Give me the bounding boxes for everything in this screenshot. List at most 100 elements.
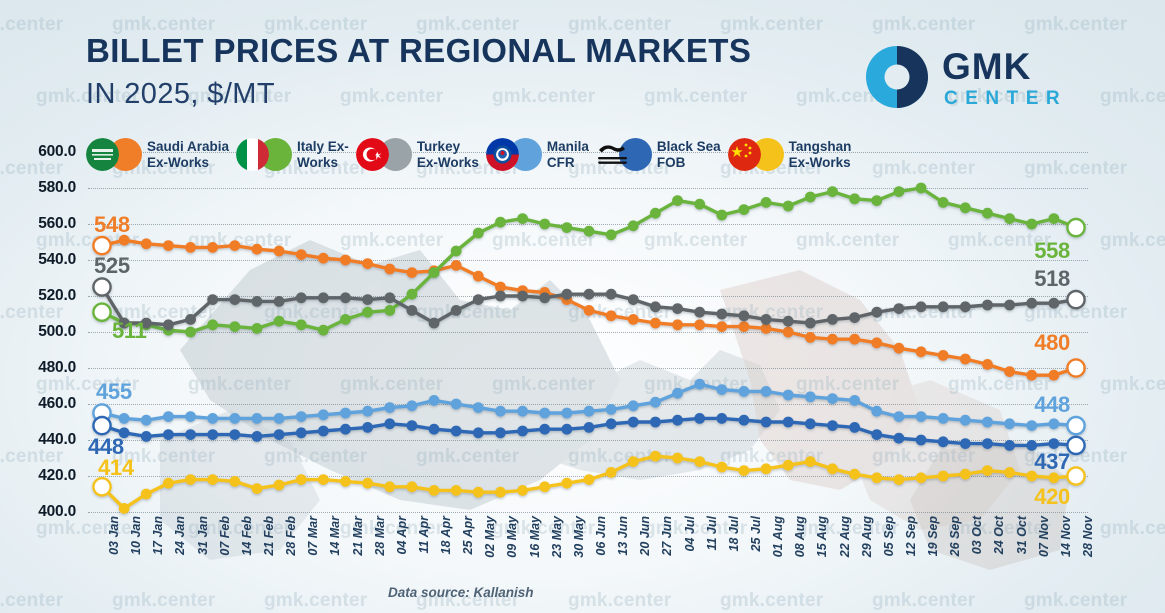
data-point[interactable] bbox=[229, 476, 241, 487]
data-point[interactable] bbox=[317, 474, 329, 485]
data-point[interactable] bbox=[163, 319, 174, 331]
data-point[interactable] bbox=[317, 324, 329, 336]
data-point[interactable] bbox=[140, 317, 152, 329]
data-point[interactable] bbox=[1004, 418, 1015, 430]
data-point[interactable] bbox=[1004, 366, 1015, 377]
data-point[interactable] bbox=[1048, 213, 1060, 224]
data-point[interactable] bbox=[694, 413, 706, 424]
data-point[interactable] bbox=[185, 429, 196, 440]
data-point[interactable] bbox=[539, 292, 551, 304]
data-point[interactable] bbox=[384, 402, 396, 413]
data-point[interactable] bbox=[561, 288, 573, 300]
data-point[interactable] bbox=[406, 420, 418, 431]
data-point[interactable] bbox=[340, 292, 351, 304]
legend-item[interactable]: Manila CFR bbox=[485, 138, 589, 171]
data-point[interactable] bbox=[273, 413, 285, 424]
data-point[interactable] bbox=[495, 216, 506, 228]
data-point[interactable] bbox=[804, 391, 816, 403]
data-point[interactable] bbox=[827, 420, 838, 431]
data-point[interactable] bbox=[915, 411, 927, 422]
data-point[interactable] bbox=[959, 414, 971, 426]
data-point[interactable] bbox=[450, 245, 462, 257]
data-point[interactable] bbox=[163, 240, 174, 251]
data-point[interactable] bbox=[118, 413, 130, 424]
data-point[interactable] bbox=[827, 186, 838, 197]
data-point[interactable] bbox=[472, 270, 484, 282]
data-point[interactable] bbox=[450, 425, 462, 437]
data-point[interactable] bbox=[915, 472, 927, 484]
data-point[interactable] bbox=[760, 323, 772, 334]
data-point[interactable] bbox=[782, 200, 794, 212]
data-point[interactable] bbox=[782, 459, 794, 471]
data-point[interactable] bbox=[406, 481, 418, 493]
legend-item[interactable]: Tangshan Ex-Works bbox=[727, 138, 851, 171]
data-point[interactable] bbox=[760, 416, 772, 428]
data-point[interactable] bbox=[672, 387, 683, 399]
data-point[interactable] bbox=[804, 317, 816, 329]
data-point[interactable] bbox=[207, 294, 219, 305]
data-point[interactable] bbox=[163, 477, 174, 489]
data-point[interactable] bbox=[384, 292, 396, 304]
data-point[interactable] bbox=[185, 411, 196, 422]
data-point[interactable] bbox=[738, 204, 750, 215]
data-point[interactable] bbox=[295, 474, 307, 485]
data-point[interactable] bbox=[959, 353, 971, 365]
data-point[interactable] bbox=[185, 242, 196, 253]
data-point[interactable] bbox=[295, 249, 307, 260]
data-point[interactable] bbox=[893, 474, 905, 485]
data-point[interactable] bbox=[694, 378, 706, 390]
data-point[interactable] bbox=[163, 411, 174, 422]
data-point[interactable] bbox=[583, 474, 595, 485]
data-point[interactable] bbox=[915, 182, 927, 194]
data-point[interactable] bbox=[605, 418, 617, 430]
data-point[interactable] bbox=[251, 413, 263, 424]
data-point[interactable] bbox=[384, 263, 396, 275]
data-point[interactable] bbox=[959, 202, 971, 214]
data-point[interactable] bbox=[650, 207, 661, 219]
data-point[interactable] bbox=[561, 222, 573, 233]
data-point[interactable] bbox=[672, 319, 683, 331]
data-point[interactable] bbox=[1004, 440, 1015, 451]
data-point[interactable] bbox=[384, 481, 396, 493]
data-point[interactable] bbox=[140, 431, 152, 442]
data-point[interactable] bbox=[937, 470, 949, 482]
data-point[interactable] bbox=[251, 431, 263, 442]
data-point[interactable] bbox=[1004, 467, 1015, 478]
data-point[interactable] bbox=[893, 411, 905, 422]
data-point[interactable] bbox=[650, 301, 661, 313]
data-point[interactable] bbox=[92, 277, 112, 297]
data-point[interactable] bbox=[782, 326, 794, 338]
data-point[interactable] bbox=[495, 405, 506, 417]
data-point[interactable] bbox=[583, 225, 595, 237]
data-point[interactable] bbox=[229, 429, 241, 440]
data-point[interactable] bbox=[229, 294, 241, 305]
data-point[interactable] bbox=[517, 405, 528, 417]
data-point[interactable] bbox=[428, 395, 440, 406]
data-point[interactable] bbox=[362, 306, 374, 318]
data-point[interactable] bbox=[893, 303, 905, 314]
data-point[interactable] bbox=[472, 294, 484, 305]
data-point[interactable] bbox=[251, 323, 263, 334]
data-point[interactable] bbox=[428, 485, 440, 496]
data-point[interactable] bbox=[1066, 415, 1086, 436]
data-point[interactable] bbox=[849, 395, 861, 406]
data-point[interactable] bbox=[1026, 470, 1038, 482]
data-point[interactable] bbox=[893, 186, 905, 197]
data-point[interactable] bbox=[672, 414, 683, 426]
data-point[interactable] bbox=[295, 292, 307, 304]
data-point[interactable] bbox=[140, 238, 152, 250]
data-point[interactable] bbox=[672, 452, 683, 464]
data-point[interactable] bbox=[140, 414, 152, 426]
data-point[interactable] bbox=[251, 243, 263, 255]
data-point[interactable] bbox=[738, 310, 750, 322]
data-point[interactable] bbox=[627, 220, 639, 232]
data-point[interactable] bbox=[362, 258, 374, 269]
data-point[interactable] bbox=[317, 409, 329, 421]
data-point[interactable] bbox=[605, 310, 617, 322]
data-point[interactable] bbox=[694, 306, 706, 318]
data-point[interactable] bbox=[694, 198, 706, 210]
data-point[interactable] bbox=[982, 438, 993, 449]
data-point[interactable] bbox=[317, 292, 329, 304]
data-point[interactable] bbox=[583, 422, 595, 433]
data-point[interactable] bbox=[627, 416, 639, 428]
